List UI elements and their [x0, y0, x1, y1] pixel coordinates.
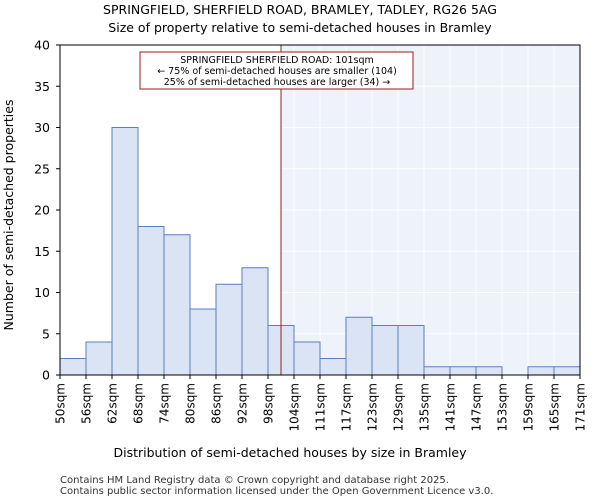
x-tick-label: 104sqm	[288, 383, 302, 431]
x-tick-label: 111sqm	[314, 383, 328, 431]
bar-129sqm	[397, 325, 425, 376]
annotation-line-1: SPRINGFIELD SHERFIELD ROAD: 101sqm	[180, 55, 374, 66]
footer-line-1: Contains HM Land Registry data © Crown c…	[60, 475, 449, 486]
bar-62sqm	[111, 127, 139, 376]
annotation-box: SPRINGFIELD SHERFIELD ROAD: 101sqm ← 75%…	[139, 51, 414, 90]
x-tick-label: 135sqm	[418, 383, 432, 431]
bar-86sqm	[215, 283, 243, 376]
x-tick-label: 80sqm	[184, 383, 198, 424]
bar-104sqm	[293, 341, 321, 376]
x-tick-label: 62sqm	[106, 383, 120, 424]
chart-title: SPRINGFIELD, SHERFIELD ROAD, BRAMLEY, TA…	[103, 2, 497, 17]
x-tick-label: 153sqm	[496, 383, 510, 431]
x-tick-label: 141sqm	[444, 383, 458, 431]
bar-50sqm	[59, 358, 87, 376]
annotation-line-3: 25% of semi-detached houses are larger (…	[164, 77, 391, 88]
chart-subtitle: Size of property relative to semi-detach…	[108, 20, 492, 35]
x-tick-label: 56sqm	[80, 383, 94, 424]
y-tick-label: 35	[34, 79, 50, 94]
annotation-line-2: ← 75% of semi-detached houses are smalle…	[157, 66, 397, 77]
y-tick-label: 10	[34, 285, 50, 300]
x-tick-label: 92sqm	[236, 383, 250, 424]
bar-123sqm	[371, 325, 399, 376]
y-tick-label: 25	[34, 161, 50, 176]
x-tick-label: 165sqm	[548, 383, 562, 431]
footer-line-2: Contains public sector information licen…	[60, 486, 493, 497]
bar-111sqm	[319, 358, 347, 376]
y-tick-label: 5	[42, 326, 50, 341]
bar-92sqm	[241, 267, 269, 376]
y-tick-label: 20	[34, 203, 50, 218]
bar-74sqm	[163, 234, 191, 376]
bar-147sqm	[475, 366, 503, 376]
x-axis-ticks: 50sqm 56sqm 62sqm 68sqm 74sqm 80sqm 86sqm 92sqm…	[54, 375, 588, 431]
bar-165sqm	[553, 366, 581, 376]
x-tick-label: 129sqm	[392, 383, 406, 431]
x-tick-label: 147sqm	[470, 383, 484, 431]
bar-117sqm	[345, 316, 373, 376]
y-tick-label: 0	[42, 368, 50, 383]
y-tick-label: 40	[34, 38, 50, 53]
y-tick-label: 30	[34, 120, 50, 135]
x-tick-label: 117sqm	[340, 383, 354, 431]
x-tick-label: 159sqm	[522, 383, 536, 431]
x-tick-label: 86sqm	[210, 383, 224, 424]
bar-135sqm	[423, 366, 451, 376]
x-tick-label: 68sqm	[132, 383, 146, 424]
bar-56sqm	[85, 341, 113, 376]
bar-141sqm	[449, 366, 477, 376]
x-tick-label: 123sqm	[366, 383, 380, 431]
y-axis-ticks: 0 5 10 15 20 25 30 35 40	[34, 38, 60, 383]
bar-80sqm	[189, 308, 217, 376]
x-axis-label: Distribution of semi-detached houses by …	[113, 445, 467, 460]
y-axis-label: Number of semi-detached properties	[1, 100, 16, 331]
x-tick-label: 171sqm	[574, 383, 588, 431]
x-tick-label: 50sqm	[54, 383, 68, 424]
x-tick-label: 74sqm	[158, 383, 172, 424]
bar-68sqm	[137, 226, 165, 376]
x-tick-label: 98sqm	[262, 383, 276, 424]
y-tick-label: 15	[34, 244, 50, 259]
bar-159sqm	[527, 366, 555, 376]
bars	[59, 127, 581, 376]
